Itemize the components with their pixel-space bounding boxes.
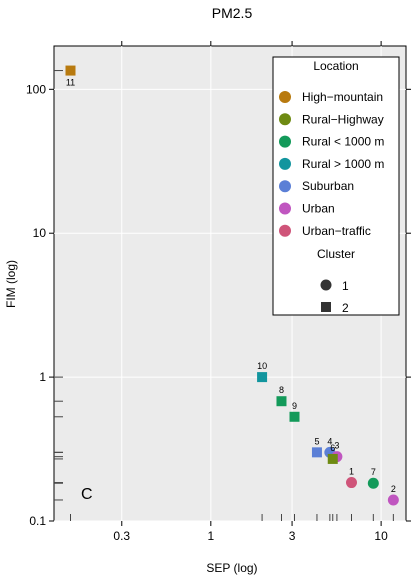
chart-title: PM2.5 xyxy=(212,5,253,21)
y-tick-label: 1 xyxy=(39,370,46,384)
data-point-label: 3 xyxy=(334,441,339,451)
legend-swatch xyxy=(279,180,291,193)
data-point-label: 6 xyxy=(330,443,335,453)
panel-letter: C xyxy=(81,486,93,503)
data-point-label: 9 xyxy=(292,401,297,411)
legend-swatch xyxy=(279,113,291,126)
legend-cluster-title: Cluster xyxy=(317,247,355,261)
data-point-circle xyxy=(367,477,379,489)
legend-label: Rural > 1000 m xyxy=(302,157,384,171)
data-points: 11 10 89 5 4 36 1 7 2 xyxy=(65,65,399,506)
data-point-circle xyxy=(387,494,399,506)
legend-label: Rural < 1000 m xyxy=(302,135,384,149)
data-point-label: 8 xyxy=(279,385,284,395)
legend-label: Rural−Highway xyxy=(302,112,384,126)
x-axis-label: SEP (log) xyxy=(206,561,257,575)
data-point-label: 10 xyxy=(257,361,267,371)
data-point-square xyxy=(327,453,338,464)
data-point-square xyxy=(276,396,287,407)
legend-swatch xyxy=(279,135,291,148)
data-point-label: 7 xyxy=(371,467,376,477)
legend-label: Urban xyxy=(302,202,335,216)
data-point-square xyxy=(311,447,322,458)
data-point-label: 11 xyxy=(66,78,75,88)
legend-swatch xyxy=(279,224,291,237)
data-point-circle xyxy=(345,477,357,489)
legend-cluster-label: 1 xyxy=(342,279,349,293)
legend-cluster-circle-icon xyxy=(320,279,332,291)
x-tick-label: 1 xyxy=(207,529,214,543)
y-tick-label: 0.1 xyxy=(29,514,46,528)
legend: Location High−mountain Rural−Highway Rural … xyxy=(272,56,400,316)
y-tick-label: 100 xyxy=(26,82,46,96)
legend-swatch xyxy=(279,202,291,215)
data-point-square xyxy=(65,65,76,76)
y-axis-label: FIM (log) xyxy=(4,260,18,308)
data-point-label: 2 xyxy=(391,484,396,494)
legend-cluster-square-icon xyxy=(321,302,331,312)
legend-label: High−mountain xyxy=(302,90,383,104)
legend-swatch xyxy=(279,91,291,103)
legend-box xyxy=(272,56,400,316)
legend-label: Urban−traffic xyxy=(302,224,371,238)
data-point-label: 4 xyxy=(327,436,332,446)
axes: 0.3 1 3 10 0.1 1 10 100 xyxy=(26,41,411,543)
data-point-square xyxy=(257,372,268,383)
legend-swatch xyxy=(279,157,291,170)
legend-cluster-label: 2 xyxy=(342,301,349,315)
y-tick-label: 10 xyxy=(33,226,47,240)
data-point-label: 5 xyxy=(314,436,319,446)
legend-label: Suburban xyxy=(302,179,354,193)
data-point-label: 1 xyxy=(349,467,354,477)
x-tick-label: 0.3 xyxy=(113,529,130,543)
data-point-square xyxy=(289,411,300,422)
x-tick-label: 10 xyxy=(374,529,388,543)
legend-title: Location xyxy=(313,59,358,73)
x-tick-label: 3 xyxy=(289,529,296,543)
